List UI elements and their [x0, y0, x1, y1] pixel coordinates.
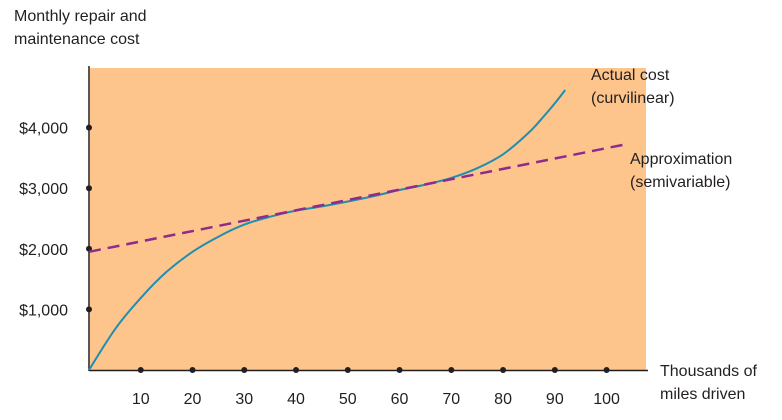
approximation-line	[88, 142, 628, 254]
y-tick-dot	[86, 306, 92, 313]
series-label-actual-cost: Actual cost (curvilinear)	[591, 64, 675, 110]
y-axis-title: Monthly repair and maintenance cost	[14, 5, 147, 51]
plot-area	[90, 68, 646, 370]
x-tick-label: 60	[391, 391, 409, 408]
y-axis-title-line-1: Monthly repair and	[14, 8, 147, 25]
x-tick-label: 20	[184, 391, 202, 408]
y-tick-label: $3,000	[19, 181, 68, 198]
y-axis-title-line-2: maintenance cost	[14, 31, 140, 48]
x-tick-dot	[137, 367, 144, 373]
y-tick-label: $4,000	[19, 121, 68, 138]
x-axis-title: Thousands of miles driven	[660, 360, 757, 406]
x-tick-label: 80	[494, 391, 512, 408]
series-label-actual-cost-line-2: (curvilinear)	[591, 90, 675, 107]
x-tick-label: 50	[339, 391, 357, 408]
x-tick-dot	[500, 367, 507, 373]
x-tick-label: 70	[442, 391, 460, 408]
x-tick-dot	[396, 367, 403, 373]
y-tick-dot	[86, 124, 92, 131]
series-label-approximation: Approximation (semivariable)	[630, 148, 732, 194]
series-label-actual-cost-line-1: Actual cost	[591, 67, 670, 84]
x-tick-label: 30	[235, 391, 253, 408]
x-tick-dot	[189, 367, 196, 373]
x-tick-label: 90	[546, 391, 564, 408]
x-tick-dot	[448, 367, 455, 373]
x-tick-dot	[551, 367, 558, 373]
actual-cost-curve	[88, 89, 566, 371]
y-tick-label: $2,000	[19, 242, 68, 259]
x-tick-dot	[344, 367, 351, 373]
x-axis-title-line-1: Thousands of	[660, 363, 757, 380]
x-tick-dot	[603, 367, 610, 373]
y-tick-label: $1,000	[19, 302, 68, 319]
y-tick-dot	[86, 185, 92, 192]
series-label-approximation-line-2: (semivariable)	[630, 174, 731, 191]
x-tick-dot	[293, 367, 300, 373]
x-tick-label: 100	[593, 391, 620, 408]
series-label-approximation-line-1: Approximation	[630, 151, 733, 168]
x-tick-dot	[241, 367, 248, 373]
x-axis-title-line-2: miles driven	[660, 386, 746, 403]
x-tick-label: 40	[287, 391, 305, 408]
x-tick-label: 10	[132, 391, 150, 408]
